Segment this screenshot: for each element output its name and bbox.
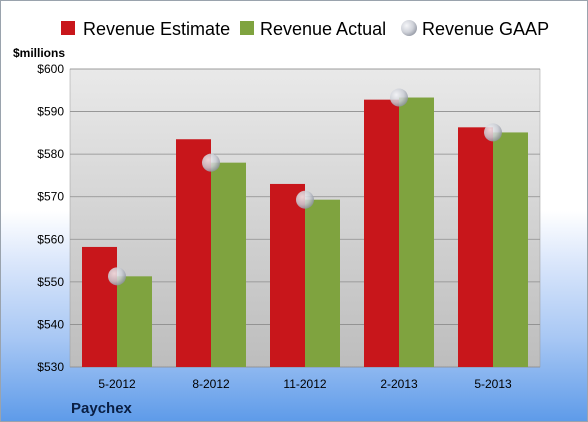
bar-revenue-actual (493, 132, 528, 367)
marker-revenue-gaap (296, 190, 314, 209)
y-tick-label: $550 (37, 275, 64, 289)
bar-revenue-estimate (458, 127, 493, 367)
bar-revenue-actual (399, 97, 434, 367)
y-axis-unit-label: $millions (13, 46, 65, 60)
bar-revenue-actual (117, 276, 152, 367)
bar-revenue-actual (305, 199, 340, 367)
y-tick-label: $560 (37, 232, 64, 246)
company-name: Paychex (71, 400, 133, 417)
legend-label-estimate: Revenue Estimate (83, 19, 230, 39)
x-axis-ticks: 5-2012 8-2012 11-2012 2-2013 5-2013 (98, 377, 512, 391)
legend-item-actual: Revenue Actual (240, 19, 386, 39)
marker-revenue-gaap (108, 267, 126, 286)
y-tick-label: $570 (37, 190, 64, 204)
bar-revenue-estimate (176, 139, 211, 367)
marker-revenue-gaap (390, 88, 408, 107)
legend-swatch-estimate (61, 21, 75, 35)
bars (82, 97, 528, 367)
x-tick-label: 8-2012 (192, 377, 230, 391)
legend-swatch-actual (240, 21, 254, 35)
x-tick-label: 5-2012 (98, 377, 136, 391)
y-tick-label: $600 (37, 62, 64, 76)
marker-revenue-gaap (484, 123, 502, 142)
legend-marker-gaap (401, 20, 417, 36)
legend-item-estimate: Revenue Estimate (61, 19, 230, 39)
x-tick-label: 2-2013 (380, 377, 418, 391)
legend-label-gaap: Revenue GAAP (422, 19, 549, 39)
legend-item-gaap: Revenue GAAP (401, 19, 549, 39)
y-tick-label: $580 (37, 147, 64, 161)
bar-revenue-estimate (364, 99, 399, 367)
y-tick-label: $530 (37, 360, 64, 374)
y-tick-label: $590 (37, 105, 64, 119)
x-tick-label: 5-2013 (474, 377, 512, 391)
bar-revenue-estimate (82, 246, 117, 367)
gaap-markers (108, 88, 502, 286)
bar-revenue-estimate (270, 183, 305, 367)
x-tick-label: 11-2012 (283, 377, 326, 391)
legend: Revenue Estimate Revenue Actual Revenue … (61, 19, 549, 39)
y-tick-label: $540 (37, 317, 64, 331)
marker-revenue-gaap (202, 153, 220, 172)
y-axis-ticks: $530 $540 $550 $560 $570 $580 $590 $600 (37, 62, 64, 374)
legend-label-actual: Revenue Actual (260, 19, 386, 39)
bar-revenue-actual (211, 162, 246, 367)
